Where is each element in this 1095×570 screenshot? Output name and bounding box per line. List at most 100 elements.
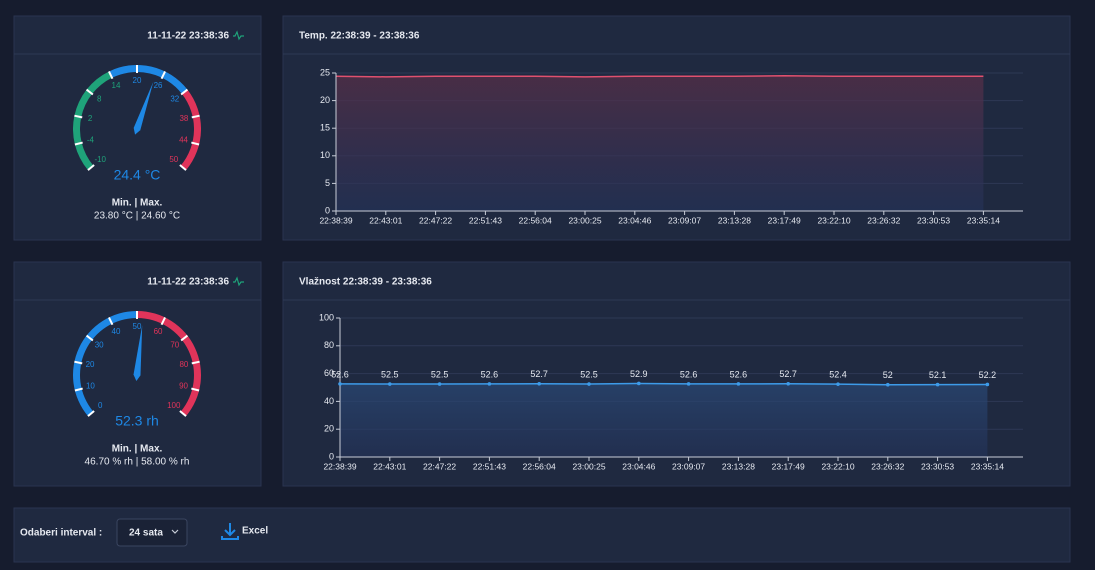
- data-point: [736, 382, 741, 386]
- gauge-tick: [87, 410, 95, 417]
- x-tick-label: 23:17:49: [768, 215, 801, 225]
- stats-title: Min. | Max.: [112, 444, 163, 455]
- x-tick-label: 22:38:39: [323, 461, 356, 471]
- x-tick-label: 23:13:28: [722, 461, 755, 471]
- timestamp: 11-11-22 23:38:36: [147, 277, 229, 288]
- data-label: 52.1: [929, 370, 947, 380]
- x-tick-label: 23:35:14: [971, 461, 1004, 471]
- x-tick-label: 22:47:22: [423, 461, 456, 471]
- pulse-icon: [233, 30, 244, 41]
- x-tick-label: 23:00:25: [568, 215, 601, 225]
- data-point: [587, 382, 591, 386]
- gauge-tick-label: 70: [170, 341, 179, 350]
- gauge-tick-label: 2: [88, 114, 93, 123]
- gauge-tick-label: 20: [133, 76, 142, 85]
- gauge-tick: [85, 88, 94, 96]
- y-tick-label: 60: [324, 368, 334, 378]
- gauge-tick-label: 20: [86, 360, 95, 369]
- gauge-tick: [160, 71, 166, 80]
- data-label: 52.6: [481, 369, 499, 379]
- gauge-band: [72, 71, 113, 171]
- data-point: [338, 382, 342, 386]
- data-label: 52: [883, 370, 893, 380]
- x-tick-label: 23:26:32: [871, 461, 904, 471]
- gauge-tick: [108, 317, 114, 326]
- gauge-tick: [74, 141, 83, 146]
- gauge-tick-label: 100: [167, 401, 181, 410]
- interval-value[interactable]: 24 sata: [129, 528, 163, 539]
- y-tick-label: 80: [324, 340, 334, 350]
- x-tick-label: 22:47:22: [419, 215, 452, 225]
- data-point: [786, 381, 790, 386]
- x-tick-label: 23:04:46: [622, 461, 655, 471]
- data-point: [388, 382, 392, 386]
- gauge-tick-label: 40: [112, 327, 121, 336]
- x-tick-label: 22:38:39: [319, 215, 352, 225]
- data-point: [437, 382, 442, 386]
- timestamp: 11-11-22 23:38:36: [147, 31, 229, 42]
- download-icon[interactable]: [221, 523, 239, 540]
- x-tick-label: 23:09:07: [672, 461, 705, 471]
- x-tick-label: 22:43:01: [369, 215, 402, 225]
- x-tick-label: 22:56:04: [523, 461, 556, 471]
- data-label: 52.5: [381, 369, 399, 379]
- x-tick-label: 23:35:14: [967, 215, 1000, 225]
- gauge-tick-label: 0: [98, 401, 103, 410]
- x-tick-label: 22:51:43: [473, 461, 506, 471]
- stats: 23.80 °C | 24.60 °C: [94, 211, 180, 222]
- data-label: 52.2: [979, 370, 997, 380]
- gauge-needle: [133, 81, 154, 135]
- data-label: 52.6: [331, 369, 349, 379]
- gauge-tick-label: -10: [94, 155, 106, 164]
- data-point: [886, 382, 890, 387]
- gauge-tick: [179, 164, 187, 171]
- gauge-value: 52.3 rh: [115, 413, 159, 429]
- pulse-icon: [233, 276, 244, 287]
- data-point: [487, 382, 492, 386]
- y-tick-label: 25: [320, 67, 330, 77]
- data-point: [637, 381, 641, 386]
- area: [340, 383, 988, 457]
- gauge-tick: [74, 387, 83, 392]
- gauge-tick-label: 14: [112, 81, 121, 90]
- y-tick-label: 0: [329, 451, 334, 461]
- x-tick-label: 23:22:10: [817, 215, 850, 225]
- gauge-tick-label: 90: [179, 382, 188, 391]
- data-point: [537, 381, 541, 386]
- gauge-needle: [133, 325, 143, 381]
- gauge-tick-label: 26: [154, 81, 163, 90]
- gauge-tick: [87, 164, 95, 171]
- gauge-tick-label: -4: [87, 136, 95, 145]
- x-tick-label: 23:00:25: [572, 461, 605, 471]
- export-button[interactable]: Excel: [242, 526, 268, 537]
- stats-title: Min. | Max.: [112, 198, 163, 209]
- interval-select[interactable]: [116, 518, 188, 547]
- y-tick-label: 10: [320, 150, 330, 160]
- y-tick-label: 15: [320, 123, 330, 133]
- gauge-tick: [191, 114, 200, 119]
- line: [339, 382, 988, 386]
- data-label: 52.7: [779, 369, 797, 379]
- gauge-tick: [191, 141, 200, 146]
- data-label: 52.7: [530, 369, 548, 379]
- chart-title: Vlažnost 22:38:39 - 23:38:36: [299, 277, 432, 288]
- x-tick-label: 22:56:04: [519, 215, 552, 225]
- gauge-tick: [179, 410, 187, 417]
- data-label: 52.5: [580, 369, 598, 379]
- gauge-value: 24.4 °C: [114, 167, 161, 183]
- gauge-tick-label: 50: [169, 155, 178, 164]
- gauge-tick-label: 50: [133, 322, 142, 331]
- data-point: [985, 382, 990, 387]
- y-tick-label: 100: [319, 312, 334, 322]
- stats: 46.70 % rh | 58.00 % rh: [85, 457, 190, 468]
- gauge-tick-label: 10: [86, 382, 95, 391]
- x-tick-label: 23:17:49: [772, 461, 805, 471]
- gauge-band: [180, 89, 201, 171]
- y-tick-label: 0: [325, 205, 330, 215]
- gauge-tick: [160, 317, 166, 326]
- data-label: 52.4: [829, 370, 847, 380]
- data-point: [686, 382, 691, 386]
- x-tick-label: 23:30:53: [917, 215, 950, 225]
- gauge-tick: [180, 334, 189, 342]
